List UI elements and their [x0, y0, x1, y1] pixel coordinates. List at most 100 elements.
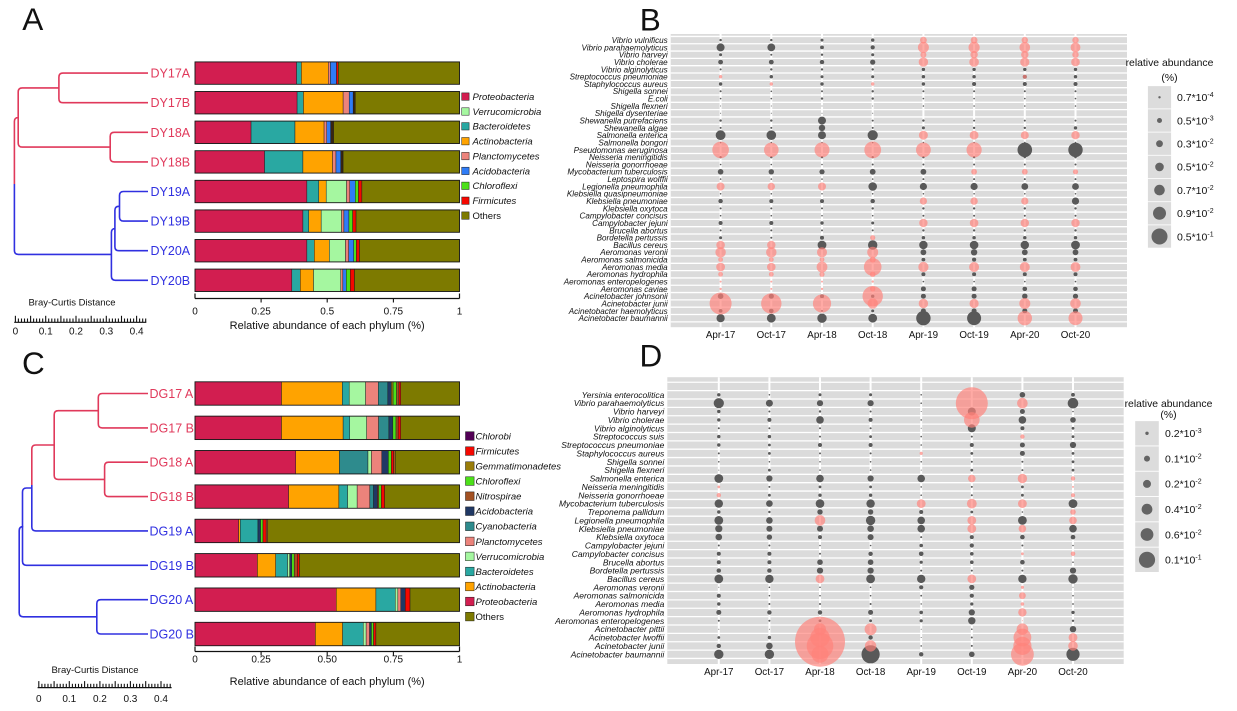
svg-text:Planctomycetes: Planctomycetes	[476, 537, 543, 548]
svg-text:Chloroflexi: Chloroflexi	[473, 181, 519, 192]
svg-text:Klebsiella pneumoniae: Klebsiella pneumoniae	[579, 524, 665, 534]
svg-text:relative abundance: relative abundance	[1125, 399, 1213, 410]
svg-text:Legionella pneumophila: Legionella pneumophila	[582, 182, 668, 191]
svg-text:Relative abundance of each phy: Relative abundance of each phylum (%)	[230, 320, 425, 332]
svg-text:Campylobacter jejuni: Campylobacter jejuni	[585, 541, 665, 551]
svg-text:Shigella sonnei: Shigella sonnei	[613, 87, 668, 96]
svg-text:Klebsiella quasipneumoniae: Klebsiella quasipneumoniae	[567, 190, 668, 199]
svg-text:DG20 A: DG20 A	[150, 593, 194, 607]
svg-text:Bacillus cereus: Bacillus cereus	[613, 241, 667, 250]
svg-text:Vibrio cholerae: Vibrio cholerae	[608, 415, 665, 425]
svg-text:0: 0	[192, 307, 198, 318]
svg-text:0.1*10-1: 0.1*10-1	[1165, 555, 1202, 567]
svg-text:Shewanella putrefaciens: Shewanella putrefaciens	[579, 117, 667, 126]
svg-text:Aeromonas salmonicida: Aeromonas salmonicida	[580, 256, 668, 265]
svg-text:0.1: 0.1	[62, 694, 76, 705]
svg-text:Shigella dysenteriae: Shigella dysenteriae	[595, 109, 668, 118]
svg-text:Leptospira wolffii: Leptospira wolffii	[607, 175, 667, 184]
svg-text:Klebsiella pneumoniae: Klebsiella pneumoniae	[586, 197, 668, 206]
svg-text:Verrucomicrobia: Verrucomicrobia	[476, 552, 545, 563]
svg-text:DY20A: DY20A	[151, 244, 191, 258]
svg-text:Streptococcus suis: Streptococcus suis	[593, 432, 665, 442]
svg-text:DG20 B: DG20 B	[150, 628, 194, 642]
svg-text:Relative abundance of each phy: Relative abundance of each phylum (%)	[230, 676, 425, 688]
svg-text:Neisseria gonorrhoeae: Neisseria gonorrhoeae	[578, 490, 664, 500]
svg-text:Bray-Curtis Distance: Bray-Curtis Distance	[51, 665, 138, 676]
svg-text:Staphylococcus aureus: Staphylococcus aureus	[584, 80, 668, 89]
svg-text:0.1: 0.1	[39, 327, 53, 338]
svg-text:1: 1	[457, 655, 463, 666]
svg-text:0.7*10-2: 0.7*10-2	[1177, 185, 1214, 197]
svg-text:Apr-19: Apr-19	[906, 667, 935, 678]
svg-text:Chlorobi: Chlorobi	[476, 431, 512, 442]
svg-text:Aeromonas enteropelogenes: Aeromonas enteropelogenes	[554, 616, 665, 626]
svg-text:Yersinia enterocolitica: Yersinia enterocolitica	[582, 390, 665, 400]
svg-text:Bordetella pertussis: Bordetella pertussis	[597, 234, 668, 243]
svg-text:Vibrio harveyi: Vibrio harveyi	[619, 51, 668, 60]
svg-text:Oct-17: Oct-17	[755, 667, 784, 678]
svg-text:DG17 B: DG17 B	[150, 421, 194, 435]
svg-text:DY19B: DY19B	[151, 215, 191, 229]
svg-text:Proteobacteria: Proteobacteria	[476, 597, 538, 608]
svg-text:Brucella abortus: Brucella abortus	[603, 557, 665, 567]
svg-text:Klebsiella oxytoca: Klebsiella oxytoca	[596, 532, 664, 542]
svg-text:Aeromonas media: Aeromonas media	[594, 599, 664, 609]
svg-text:Acinetobacter baumannii: Acinetobacter baumannii	[570, 649, 666, 659]
svg-text:Bordetella pertussis: Bordetella pertussis	[590, 566, 665, 576]
svg-text:Salmonella bongori: Salmonella bongori	[598, 139, 667, 148]
svg-text:Gemmatimonadetes: Gemmatimonadetes	[476, 462, 562, 473]
svg-text:Firmicutes: Firmicutes	[476, 446, 520, 457]
svg-text:Apr-18: Apr-18	[805, 667, 835, 678]
svg-text:A: A	[22, 1, 43, 37]
svg-text:0.50: 0.50	[317, 655, 337, 666]
svg-text:Vibrio harveyi: Vibrio harveyi	[613, 407, 665, 417]
svg-text:0: 0	[192, 655, 198, 666]
svg-text:DY19A: DY19A	[151, 185, 191, 199]
svg-text:Vibrio cholerae: Vibrio cholerae	[614, 58, 668, 67]
svg-text:Neisseria meningitidis: Neisseria meningitidis	[582, 482, 665, 492]
svg-text:0.3: 0.3	[123, 694, 137, 705]
svg-text:0.3: 0.3	[99, 327, 113, 338]
svg-text:Oct-19: Oct-19	[959, 330, 988, 341]
svg-text:DY20B: DY20B	[151, 274, 191, 288]
svg-text:Acinetobacter junii: Acinetobacter junii	[601, 300, 668, 309]
svg-text:Aeromonas salmonicida: Aeromonas salmonicida	[573, 591, 665, 601]
svg-text:Pseudomonas aeruginosa: Pseudomonas aeruginosa	[574, 146, 669, 155]
svg-text:C: C	[22, 345, 45, 381]
svg-text:Apr-18: Apr-18	[807, 330, 837, 341]
svg-text:Treponema pallidum: Treponema pallidum	[587, 507, 664, 517]
svg-text:Aeromonas media: Aeromonas media	[601, 263, 668, 272]
svg-text:Actinobacteria: Actinobacteria	[475, 582, 536, 593]
svg-text:Aeromonas enteropelogenes: Aeromonas enteropelogenes	[563, 278, 668, 287]
svg-text:0.4: 0.4	[154, 694, 168, 705]
svg-text:Vibrio parahaemolyticus: Vibrio parahaemolyticus	[574, 398, 665, 408]
svg-text:Oct-18: Oct-18	[856, 667, 886, 678]
svg-text:Salmonella enterica: Salmonella enterica	[590, 474, 665, 484]
svg-text:DG18 A: DG18 A	[150, 456, 194, 470]
svg-text:Acinetobacter johnsonii: Acinetobacter johnsonii	[583, 292, 668, 301]
svg-text:0.9*10-2: 0.9*10-2	[1177, 208, 1214, 220]
svg-text:Others: Others	[476, 612, 505, 623]
svg-text:Shigella sonnei: Shigella sonnei	[607, 457, 666, 467]
svg-text:Streptococcus pneumoniae: Streptococcus pneumoniae	[570, 73, 669, 82]
svg-text:Apr-17: Apr-17	[704, 667, 733, 678]
svg-text:DG17 A: DG17 A	[150, 387, 194, 401]
svg-text:Actinobacteria: Actinobacteria	[472, 137, 533, 148]
svg-text:Nitrospirae: Nitrospirae	[476, 492, 522, 503]
svg-text:0.7*10-4: 0.7*10-4	[1177, 92, 1214, 104]
svg-text:DY17A: DY17A	[151, 67, 191, 81]
svg-text:Acinetobacter pittii: Acinetobacter pittii	[594, 624, 666, 634]
svg-text:0.2*10-2: 0.2*10-2	[1165, 479, 1202, 491]
svg-text:Streptococcus pneumoniae: Streptococcus pneumoniae	[561, 440, 664, 450]
svg-text:D: D	[640, 338, 663, 374]
svg-text:0.25: 0.25	[251, 655, 271, 666]
svg-text:Oct-18: Oct-18	[858, 330, 888, 341]
svg-text:Acidobacteria: Acidobacteria	[472, 166, 531, 177]
svg-text:Vibrio alginolyticus: Vibrio alginolyticus	[594, 423, 665, 433]
svg-text:0.25: 0.25	[251, 307, 271, 318]
svg-text:Oct-19: Oct-19	[957, 667, 986, 678]
svg-text:Apr-17: Apr-17	[706, 330, 735, 341]
svg-text:0.75: 0.75	[384, 655, 404, 666]
svg-text:Acidobacteria: Acidobacteria	[475, 507, 534, 518]
svg-text:Mycobacterium tuberculosis: Mycobacterium tuberculosis	[559, 499, 665, 509]
